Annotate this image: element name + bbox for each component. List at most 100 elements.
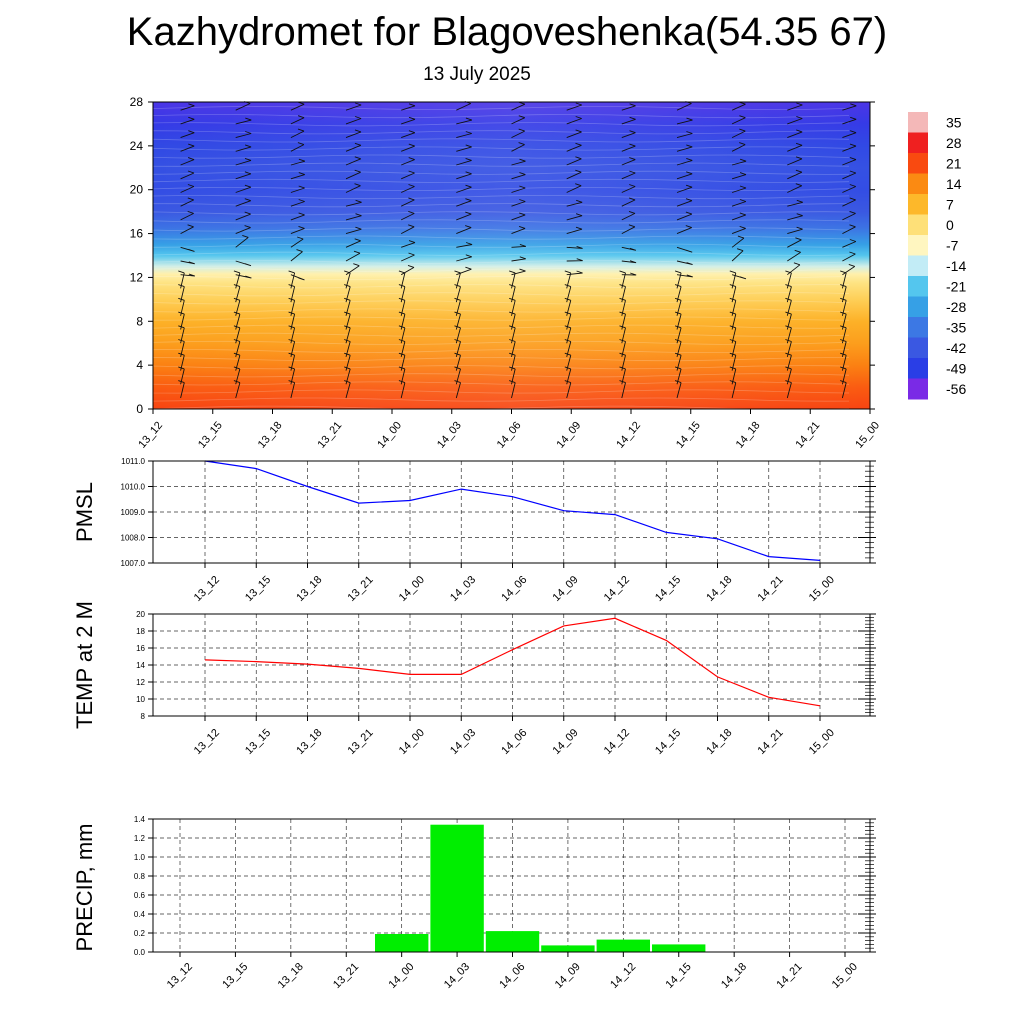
x-tick-label: 14_18 xyxy=(704,574,734,604)
colorbar-label: -21 xyxy=(946,278,966,294)
wind-barb xyxy=(511,158,526,166)
series-line xyxy=(204,460,821,561)
x-tick-label: 13_15 xyxy=(243,574,273,604)
contour-line xyxy=(152,267,850,273)
wind-barb xyxy=(180,143,195,152)
x-tick-label: 14_03 xyxy=(442,961,472,991)
x-tick-label: 14_18 xyxy=(704,727,734,757)
y-tick-label: 0.0 xyxy=(134,948,146,957)
colorbar-swatch xyxy=(908,378,928,400)
wind-barb xyxy=(345,129,362,139)
wind-barb xyxy=(401,240,416,248)
contour-line xyxy=(152,332,850,337)
contour-line xyxy=(152,235,850,240)
y-tick-label: 1011.0 xyxy=(121,457,145,466)
precip-bar xyxy=(541,945,595,952)
wind-barb xyxy=(842,224,856,234)
wind-barb xyxy=(676,198,693,207)
contour-line xyxy=(152,146,850,151)
x-tick-label: 14_06 xyxy=(495,419,524,450)
wind-barb xyxy=(180,157,195,166)
wind-barb xyxy=(400,224,415,234)
wind-barb xyxy=(456,131,472,139)
wind-barb xyxy=(456,266,472,276)
colorbar-label: 28 xyxy=(946,135,962,151)
y-axis-title: PMSL xyxy=(72,482,97,542)
wind-barb xyxy=(566,245,583,249)
wind-barb xyxy=(676,144,693,152)
contour-line xyxy=(152,122,850,127)
wind-barb xyxy=(731,172,747,180)
y-tick-label: 14 xyxy=(136,661,145,670)
wind-barb xyxy=(235,198,251,207)
wind-barb xyxy=(621,197,636,207)
wind-barb xyxy=(235,225,251,235)
wind-barb xyxy=(456,211,472,221)
x-tick-label: 14_06 xyxy=(497,961,527,991)
wind-barb xyxy=(621,130,636,139)
wind-barb xyxy=(621,246,637,251)
y-tick-label: 8 xyxy=(136,314,143,328)
wind-barb xyxy=(401,184,415,193)
wind-barb xyxy=(235,117,252,125)
wind-barb xyxy=(401,157,415,166)
x-tick-label: 13_21 xyxy=(346,574,376,604)
x-tick-label: 13_18 xyxy=(294,574,324,604)
x-tick-label: 14_06 xyxy=(499,727,529,757)
contour-line xyxy=(152,284,850,289)
wind-barb xyxy=(566,226,583,235)
x-tick-label: 15_00 xyxy=(853,419,882,450)
chart-title: Kazhydromet for Blagoveshenka(54.35 67) xyxy=(126,10,888,54)
series-line xyxy=(204,617,821,707)
y-tick-label: 1.4 xyxy=(134,815,146,824)
contour-line xyxy=(152,397,850,402)
contour-line xyxy=(152,316,850,321)
wind-barb xyxy=(842,210,856,221)
wind-barb xyxy=(787,262,801,276)
x-tick-label: 14_18 xyxy=(734,419,763,450)
x-tick-label: 13_15 xyxy=(243,727,273,757)
wind-barb xyxy=(511,128,525,139)
x-tick-label: 14_15 xyxy=(653,574,683,604)
wind-barb xyxy=(621,143,636,152)
wind-barb xyxy=(842,116,857,125)
wind-barb xyxy=(842,130,857,139)
wind-barb xyxy=(787,237,802,248)
contour-line xyxy=(152,324,850,329)
colorbar-swatch xyxy=(908,112,928,133)
wind-barb xyxy=(180,210,194,221)
wind-barb xyxy=(511,185,526,193)
contour-line xyxy=(152,292,850,297)
wind-barb xyxy=(345,199,362,207)
wind-barb xyxy=(178,270,185,289)
colorbar-label: -28 xyxy=(946,299,966,315)
x-tick-label: 13_18 xyxy=(256,419,285,450)
y-tick-label: 0.4 xyxy=(134,910,146,919)
wind-barb xyxy=(345,238,361,248)
wind-barb xyxy=(235,211,251,221)
panel-pmsl: 1007.0 1008.0 1009.0 1010.0 1011.0 13_12 13_15… xyxy=(72,457,876,604)
colorbar-swatch xyxy=(908,255,928,277)
x-tick-label: 15_00 xyxy=(807,574,837,604)
x-tick-label: 14_00 xyxy=(386,961,416,991)
wind-barb xyxy=(621,272,637,276)
wind-barb xyxy=(290,128,305,139)
wind-barb xyxy=(566,213,583,221)
x-tick-label: 13_12 xyxy=(165,961,195,991)
y-tick-label: 1010.0 xyxy=(121,483,146,492)
wind-barb xyxy=(290,225,305,235)
x-tick-label: 14_12 xyxy=(602,574,632,604)
precip-bar xyxy=(652,944,706,952)
contour-line xyxy=(152,219,850,224)
x-tick-label: 14_21 xyxy=(794,419,823,450)
wind-barb xyxy=(787,199,803,207)
colorbar-swatch xyxy=(908,214,928,236)
colorbar-swatch xyxy=(908,153,928,174)
contour-line xyxy=(152,340,850,345)
wind-barb xyxy=(731,115,746,125)
wind-barb xyxy=(787,169,803,180)
colorbar-swatch xyxy=(908,337,928,359)
wind-barb xyxy=(621,170,636,180)
wind-barb xyxy=(456,144,472,152)
colorbar-label: -35 xyxy=(946,319,966,335)
